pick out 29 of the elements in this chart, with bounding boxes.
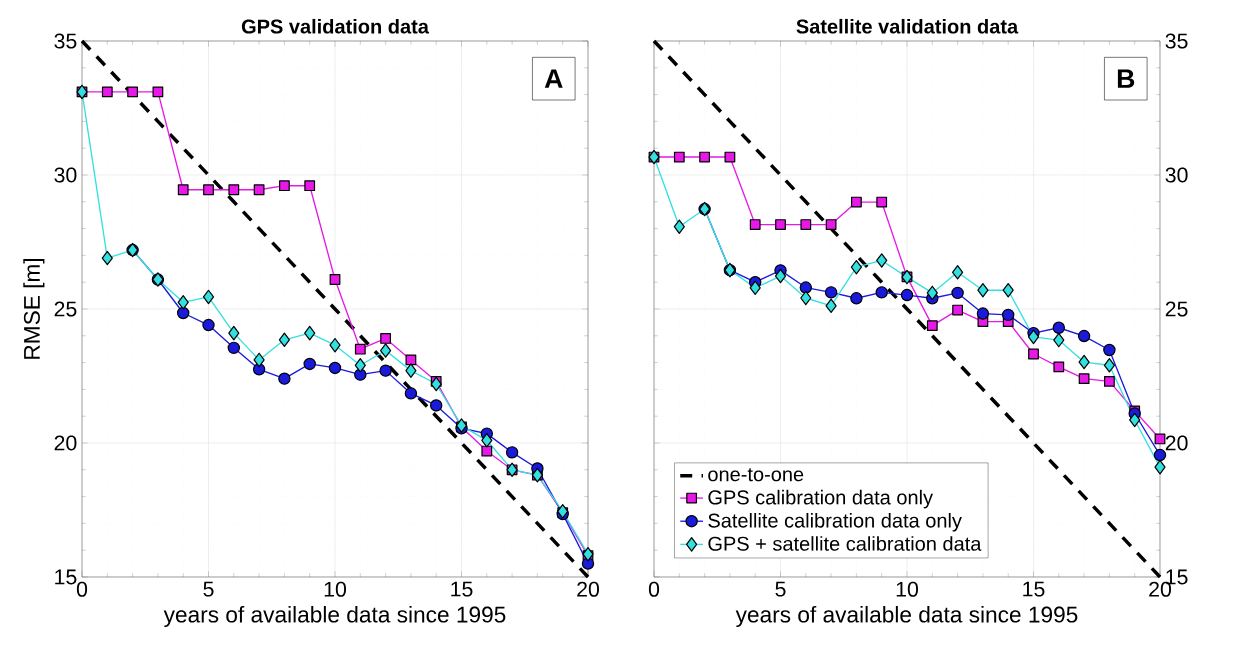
y-axis-title: RMSE [m] [23,258,45,359]
annotation: A [544,69,563,88]
x-axis-title: years of available data since 1995 [735,605,1078,628]
x-tick-label: 10 [896,581,919,597]
x-tick-label: 15 [451,581,473,597]
legend-label: GPS + satellite calibration data [708,536,982,551]
legend-label: Satellite calibration data only [708,512,962,532]
x-tick-label: 20 [577,581,600,597]
y-tick-label: 25 [1165,301,1188,317]
x-tick-label: 0 [76,581,88,597]
y-tick-label: 20 [54,435,77,451]
annotation: B [1117,69,1135,88]
chart-title: Satellite validation data [796,18,1019,34]
legend-label: GPS calibration data only [708,489,933,509]
y-tick-label: 25 [54,301,77,317]
x-tick-label: 0 [648,581,660,597]
y-tick-label: 35 [54,33,77,49]
y-tick-label: 35 [1165,33,1188,49]
x-tick-label: 15 [1023,581,1045,597]
x-tick-label: 5 [203,581,214,597]
legend-label: one-to-one [708,468,804,482]
chart-title: GPS validation data [241,18,430,34]
x-tick-label: 5 [775,581,786,597]
y-tick-label: 20 [1165,435,1188,451]
y-tick-label: 30 [54,167,77,183]
x-tick-label: 10 [324,581,347,597]
y-tick-label: 30 [1165,167,1188,183]
y-tick-label: 15 [55,569,77,585]
x-axis-title: years of available data since 1995 [163,605,506,628]
